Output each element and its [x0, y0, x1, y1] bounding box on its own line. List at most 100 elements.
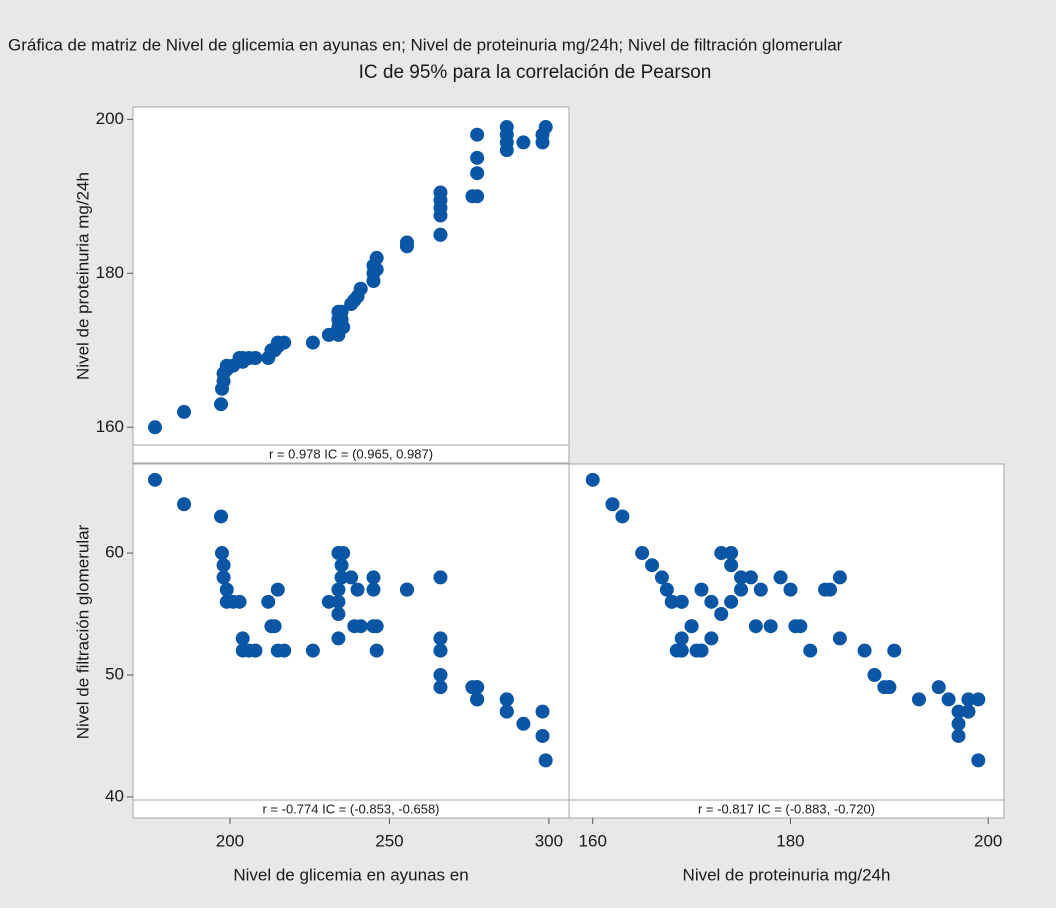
- point: [684, 619, 699, 634]
- point: [470, 150, 485, 165]
- point: [645, 558, 660, 573]
- panel: [132, 463, 570, 819]
- point: [783, 582, 798, 597]
- point: [334, 558, 349, 573]
- point: [433, 643, 448, 658]
- point: [724, 546, 739, 561]
- point: [350, 582, 365, 597]
- point: [714, 607, 729, 622]
- point: [366, 570, 381, 585]
- point: [369, 643, 384, 658]
- point: [369, 262, 384, 277]
- point: [470, 127, 485, 142]
- point: [366, 582, 381, 597]
- y-tick-label: 160: [96, 417, 124, 436]
- point: [535, 728, 550, 743]
- point: [654, 570, 669, 585]
- point: [261, 594, 276, 609]
- point: [232, 594, 247, 609]
- correlation-annotation: r = -0.774 IC = (-0.853, -0.658): [262, 801, 439, 816]
- point: [270, 582, 285, 597]
- point: [331, 631, 346, 646]
- point: [148, 472, 163, 487]
- point: [882, 680, 897, 695]
- point: [694, 643, 709, 658]
- y-tick-label: 60: [105, 543, 124, 562]
- point: [664, 594, 679, 609]
- point: [941, 692, 956, 707]
- point: [470, 692, 485, 707]
- point: [216, 570, 231, 585]
- point: [353, 619, 368, 634]
- x-tick-label: 160: [579, 831, 607, 850]
- point: [704, 631, 719, 646]
- y-axis-label: Nivel de proteinuria mg/24h: [73, 172, 92, 380]
- point: [336, 546, 351, 561]
- point: [516, 716, 531, 731]
- y-tick-label: 200: [96, 109, 124, 128]
- point: [734, 570, 749, 585]
- x-tick-label: 180: [776, 831, 804, 850]
- x-tick-label: 300: [535, 831, 563, 850]
- point: [216, 558, 231, 573]
- point: [267, 619, 282, 634]
- point: [753, 582, 768, 597]
- point: [219, 582, 234, 597]
- point: [305, 335, 320, 350]
- point: [961, 692, 976, 707]
- point: [763, 619, 778, 634]
- x-axis-label: Nivel de glicemia en ayunas en: [233, 865, 468, 884]
- point: [694, 582, 709, 597]
- point: [433, 570, 448, 585]
- point: [331, 594, 346, 609]
- point: [470, 166, 485, 181]
- point: [743, 570, 758, 585]
- point: [931, 680, 946, 695]
- point: [334, 570, 349, 585]
- point: [674, 594, 689, 609]
- point: [971, 692, 986, 707]
- point: [277, 643, 292, 658]
- point: [832, 570, 847, 585]
- point: [499, 692, 514, 707]
- point: [177, 497, 192, 512]
- point: [499, 704, 514, 719]
- point: [803, 643, 818, 658]
- point: [433, 227, 448, 242]
- point: [470, 189, 485, 204]
- point: [321, 594, 336, 609]
- point: [538, 753, 553, 768]
- panel: [132, 106, 570, 464]
- x-axis-label: Nivel de proteinuria mg/24h: [683, 865, 891, 884]
- point: [336, 320, 351, 335]
- point: [235, 631, 250, 646]
- point: [724, 594, 739, 609]
- point: [538, 120, 553, 135]
- point: [659, 582, 674, 597]
- point: [951, 704, 966, 719]
- x-tick-label: 250: [375, 831, 403, 850]
- point: [321, 327, 336, 342]
- point: [961, 704, 976, 719]
- point: [305, 643, 320, 658]
- point: [635, 546, 650, 561]
- point: [248, 350, 263, 365]
- point: [353, 281, 368, 296]
- point: [585, 472, 600, 487]
- chart-title: Gráfica de matriz de Nivel de glicemia e…: [8, 35, 843, 54]
- point: [724, 558, 739, 573]
- point: [433, 631, 448, 646]
- point: [177, 404, 192, 419]
- point: [674, 643, 689, 658]
- point: [773, 570, 788, 585]
- point: [887, 643, 902, 658]
- point: [399, 582, 414, 597]
- point: [344, 570, 359, 585]
- y-tick-label: 180: [96, 263, 124, 282]
- point: [277, 335, 292, 350]
- point: [832, 631, 847, 646]
- point: [369, 619, 384, 634]
- point: [369, 250, 384, 265]
- point: [433, 185, 448, 200]
